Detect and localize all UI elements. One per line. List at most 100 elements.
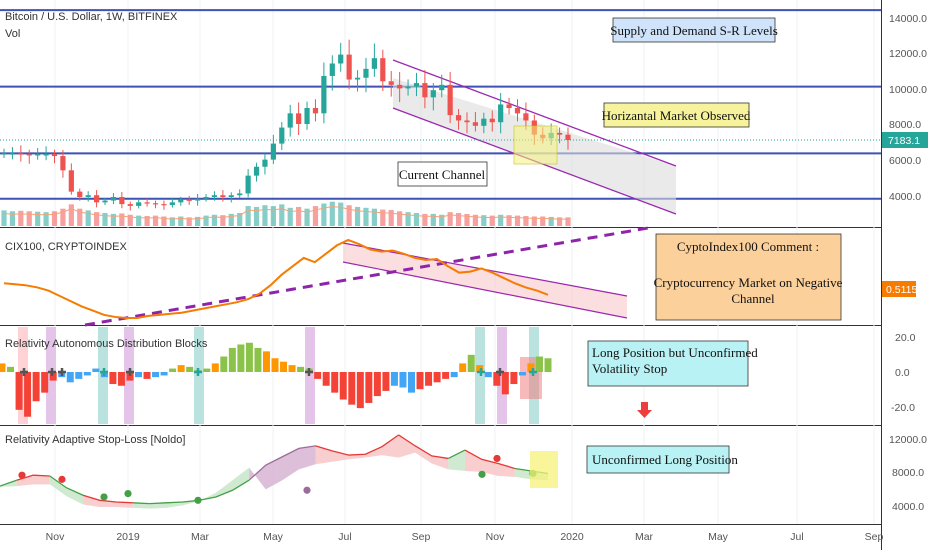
distribution-bar xyxy=(416,372,424,390)
candle-body xyxy=(262,159,268,167)
time-tick: 2020 xyxy=(560,531,584,543)
stop-area xyxy=(49,476,84,505)
price-tick: 14000.0 xyxy=(889,13,927,25)
stop-area xyxy=(149,500,200,509)
volume-bar xyxy=(228,213,234,226)
signal-dot xyxy=(303,486,311,494)
distribution-bar xyxy=(288,365,296,372)
distribution-bar xyxy=(203,368,211,372)
volume-bar xyxy=(422,213,428,226)
candle-body xyxy=(161,204,167,206)
candle-body xyxy=(270,143,276,160)
cix-comment-line3: Channel xyxy=(731,291,775,306)
current-channel-label: Current Channel xyxy=(399,167,486,182)
candle-body xyxy=(102,200,108,203)
candle-body xyxy=(304,108,310,125)
stop-area xyxy=(249,445,316,490)
volume-bar xyxy=(498,214,504,226)
volume-bar xyxy=(481,215,487,226)
volume-bar xyxy=(565,217,571,226)
volume-bar xyxy=(169,217,175,226)
candle-body xyxy=(489,118,495,123)
candle-body xyxy=(422,83,428,98)
distribution-bar xyxy=(92,368,100,372)
candle-body xyxy=(312,108,319,114)
distribution-bar xyxy=(117,372,125,386)
horizontal-market-box xyxy=(603,102,750,128)
volume-bar xyxy=(152,215,159,226)
volume-ma-line xyxy=(3,206,568,220)
signal-dot xyxy=(58,475,66,483)
candle-body xyxy=(413,83,420,87)
time-tick: Sep xyxy=(412,531,431,543)
volume-bar xyxy=(439,214,445,226)
volume-bar xyxy=(312,206,319,226)
time-tick: Mar xyxy=(635,531,654,543)
distribution-bar xyxy=(75,372,83,379)
distribution-bar xyxy=(228,347,236,372)
distribution-bar xyxy=(527,363,535,372)
candle-body xyxy=(556,132,563,135)
distribution-bar xyxy=(408,372,415,393)
volume-bar xyxy=(430,213,436,226)
distribution-bar xyxy=(220,356,228,372)
distribution-bar xyxy=(535,356,543,372)
stop-line xyxy=(448,449,466,460)
time-tick: May xyxy=(708,531,729,543)
candle-body xyxy=(506,104,512,108)
cix-label: CIX100, CRYPTOINDEX xyxy=(5,241,128,253)
distribution-bar xyxy=(109,372,117,385)
candle-body xyxy=(354,77,361,80)
down-arrow-icon xyxy=(637,402,652,418)
candle-body xyxy=(321,75,327,114)
distribution-bar xyxy=(66,372,74,383)
candle-body xyxy=(253,166,260,176)
candle-body xyxy=(127,204,133,206)
stop-line xyxy=(248,445,316,481)
stop-line xyxy=(464,449,515,470)
volume-bar xyxy=(110,213,117,226)
candle-body xyxy=(51,154,58,157)
volume-bar xyxy=(506,215,512,226)
stop-line xyxy=(149,499,200,505)
volume-bar xyxy=(405,212,411,226)
distribution-bar xyxy=(297,366,305,372)
distribution-bar xyxy=(41,372,49,393)
candle-body xyxy=(60,156,66,171)
cross-marker xyxy=(126,368,134,376)
cix-comment-line2: Cryptocurrency Market on Negative xyxy=(654,275,843,290)
volume-bar xyxy=(531,216,537,226)
distribution-bar xyxy=(493,372,501,386)
distribution-bar xyxy=(211,363,219,372)
distribution-bar xyxy=(459,363,467,372)
signal-dot xyxy=(478,470,486,478)
price-tick: 4000.0 xyxy=(889,191,921,203)
time-tick: 2019 xyxy=(116,531,140,543)
volume-bar xyxy=(354,206,361,226)
volume-bar xyxy=(245,206,251,226)
volume-label: Vol xyxy=(5,28,20,40)
volume-bar xyxy=(548,216,554,226)
stop-line xyxy=(49,475,84,496)
channel-upper-line xyxy=(392,59,677,167)
volume-bar xyxy=(556,217,563,226)
volume-bar xyxy=(287,207,293,226)
last-price-value: 7183.1 xyxy=(888,135,920,147)
cross-marker xyxy=(496,368,504,376)
stop-line xyxy=(315,434,399,456)
candle-body xyxy=(296,113,302,125)
volume-bar xyxy=(472,214,479,226)
volume-bar xyxy=(489,215,495,226)
distribution-bar xyxy=(544,358,552,372)
distribution-bar xyxy=(262,351,270,372)
volume-bar xyxy=(279,204,285,226)
stop-area xyxy=(464,450,515,477)
cix-trend-dashed-line xyxy=(84,226,649,327)
cix-last-value: 0.5115 xyxy=(886,284,917,296)
volume-bar xyxy=(127,214,133,226)
candle-body xyxy=(93,195,100,203)
rasl-highlight xyxy=(530,451,558,488)
candle-body xyxy=(371,58,377,69)
candle-body xyxy=(35,154,41,156)
volume-bar xyxy=(523,216,529,226)
